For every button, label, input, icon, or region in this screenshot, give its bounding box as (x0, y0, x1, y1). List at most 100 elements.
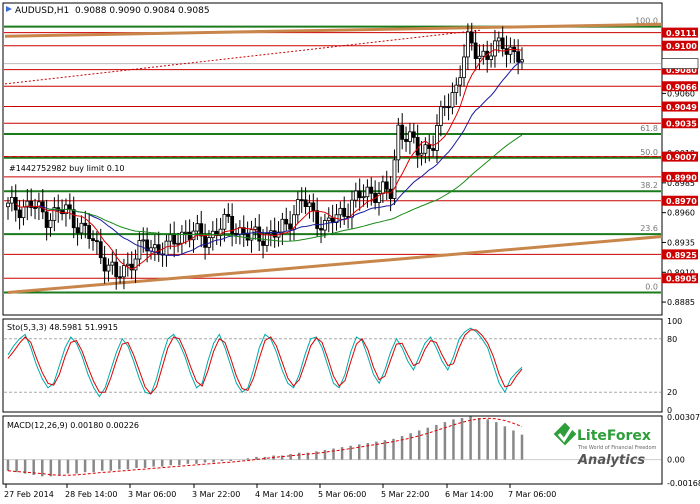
x-axis-tick-label: 27 Feb 2014 (4, 490, 54, 499)
candle-body (122, 265, 126, 278)
candle-body (180, 231, 184, 244)
candle-body (493, 40, 497, 57)
candle-body (203, 235, 207, 248)
candle-body (164, 240, 169, 256)
stoch-axis-tick-label: 100 (667, 317, 682, 326)
candle-body (21, 206, 26, 219)
liteforex-logo: LiteForex The World of Financial Freedom… (553, 422, 657, 468)
candle-body (292, 214, 296, 230)
candle-body (249, 229, 254, 241)
price-tag-box (662, 171, 698, 182)
price-axis-tick-label: 0.8885 (667, 298, 695, 307)
x-axis-tick-label: 4 Mar 14:00 (255, 490, 303, 499)
symbol-arrow-icon (6, 6, 12, 12)
price-tag-label: 0.8970 (666, 197, 697, 206)
price-tag-label: 0.9066 (666, 83, 697, 92)
candle-body (199, 223, 204, 237)
candle-body (218, 228, 223, 236)
candle-body (129, 263, 134, 271)
candle-body (133, 258, 138, 271)
candle-body (118, 276, 122, 279)
candle-body (137, 240, 142, 260)
price-panel-frame (2, 2, 663, 316)
price-axis-tick-label: 0.8910 (667, 268, 695, 277)
price-title: AUDUSD,H1 (15, 6, 69, 16)
candle-body (338, 207, 343, 216)
candle-body (419, 152, 424, 156)
candle-body (106, 264, 111, 272)
candle-body (365, 186, 370, 198)
macd-axis-tick-label: 0.00307 (667, 413, 700, 422)
candle-body (156, 244, 161, 255)
macd-axis-tick-label: 0.00 (667, 456, 685, 465)
ma-slow-line (46, 134, 523, 242)
candle-body (516, 51, 521, 63)
price-tag-box (662, 27, 698, 38)
candle-body (230, 215, 235, 234)
logo-check-icon (557, 425, 575, 443)
candle-body (342, 207, 347, 217)
price-tag-label: 0.9111 (666, 29, 697, 38)
macd-signal-line (7, 417, 523, 476)
candle-body (145, 239, 150, 252)
ohlc-header: 0.9088 0.9090 0.9084 0.9085 (75, 6, 210, 16)
candle-body (191, 230, 196, 241)
candle-body (396, 124, 401, 161)
price-tag-box (662, 273, 698, 284)
price-tag-box (662, 101, 698, 112)
candle-body (195, 223, 200, 232)
macd-axis-tick-label: -0.00168 (667, 479, 700, 488)
price-tag-label: 0.9007 (666, 153, 697, 162)
candle-body (469, 31, 474, 44)
candle-body (261, 240, 265, 246)
candle-body (438, 106, 443, 126)
candle-body (326, 217, 331, 221)
x-axis-tick-label: 5 Mar 06:00 (318, 490, 366, 499)
candle-body (91, 238, 95, 242)
candle-body (172, 234, 177, 245)
candle-body (481, 50, 486, 57)
stoch-axis-tick-label: 0 (667, 406, 672, 415)
fib-level-label: 38.2 (640, 181, 658, 190)
candle-body (404, 138, 408, 142)
candle-body (176, 242, 180, 245)
fib-level-label: 61.8 (640, 124, 658, 133)
stoch-axis-tick-label: 80 (667, 335, 677, 344)
candle-body (48, 219, 53, 228)
candle-body (234, 233, 238, 235)
price-tag-box (662, 249, 698, 260)
candle-body (303, 199, 308, 208)
price-axis-tick-label: 0.8935 (667, 238, 695, 247)
price-tag-box (662, 64, 698, 75)
candle-body (315, 210, 320, 229)
candle-body (44, 211, 49, 228)
candle-body (353, 190, 358, 201)
ma-fast-line (15, 49, 523, 270)
candle-body (114, 261, 119, 278)
ma-mid-line (38, 60, 523, 257)
candle-body (423, 144, 428, 154)
candle-body (319, 228, 323, 231)
candle-body (280, 218, 285, 233)
x-axis-tick-label: 3 Mar 22:00 (192, 490, 240, 499)
price-tag-label: 0.9080 (666, 66, 697, 75)
candle-body (25, 200, 30, 208)
candle-body (17, 209, 22, 219)
candle-body (392, 159, 397, 199)
candle-body (520, 59, 524, 63)
candle-body (187, 231, 192, 241)
price-tag-box (662, 195, 698, 206)
candle-body (462, 56, 466, 79)
candle-body (52, 207, 57, 221)
fib-level-label: 100.0 (635, 17, 658, 26)
candle-body (361, 196, 366, 199)
candle-body (427, 144, 432, 149)
candle-body (311, 202, 316, 212)
price-tag-label: 0.8925 (666, 251, 697, 260)
candle-body (98, 241, 103, 259)
candle-body (71, 209, 76, 229)
fib-level-label: 0.0 (645, 283, 658, 292)
candle-body (400, 124, 405, 140)
